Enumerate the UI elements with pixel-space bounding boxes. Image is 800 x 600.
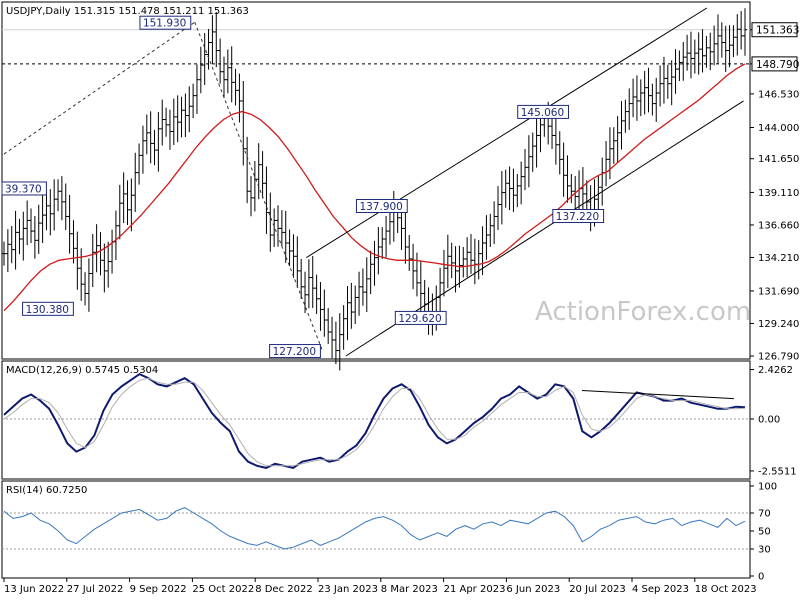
channel-line (306, 7, 708, 259)
rsi-line (3, 507, 746, 550)
price-panel-header: USDJPY,Daily 151.315 151.478 151.211 151… (6, 6, 249, 17)
annotation-label: 39.370 (5, 183, 42, 195)
level-label: 148.790 (756, 59, 799, 71)
rsi-panel-frame (1, 480, 751, 579)
macd-trendline (581, 389, 734, 400)
macd-tick-label: 0.00 (758, 414, 780, 425)
annotation-box (139, 15, 192, 30)
annotation-label: 127.200 (273, 346, 316, 358)
macd-tick-label: 2.4262 (758, 365, 793, 376)
macd-panel-frame (1, 360, 751, 480)
trendline (194, 22, 323, 351)
annotation-label: 137.900 (359, 201, 402, 213)
price-tick-label: 129.240 (758, 319, 799, 330)
macd-signal-line (3, 377, 746, 467)
annotation-box (552, 209, 605, 224)
x-tick-label: 20 Jul 2023 (569, 584, 626, 595)
price-panel-frame (1, 1, 751, 360)
annotation-box (1, 181, 47, 196)
macd-line (3, 372, 746, 469)
annotation-box (22, 301, 74, 316)
rsi-tick-label: 50 (758, 527, 771, 538)
macd-panel: 2.4262 0.00 -2.5511 (2, 365, 797, 477)
x-tick-label: 25 Oct 2022 (192, 584, 254, 595)
current-price-box (751, 22, 798, 38)
price-tick-label: 141.650 (758, 154, 799, 165)
annotation-box (269, 344, 321, 359)
annotation-box (355, 198, 408, 213)
price-tick-label: 126.790 (758, 352, 799, 363)
x-tick-label: 8 Mar 2023 (381, 584, 438, 595)
rsi-panel: 100 70 50 30 0 (2, 482, 777, 583)
annotation-box (394, 310, 447, 325)
rsi-tick-label: 100 (758, 482, 777, 493)
rsi-tick-label: 0 (758, 572, 764, 583)
annotation-label: 137.220 (556, 211, 599, 223)
price-panel: 146.530 144.000 141.650 139.110 136.660 134.2… (1, 7, 799, 371)
rsi-panel-header: RSI(14) 60.7250 (6, 485, 87, 496)
price-tick-label: 131.690 (758, 286, 799, 297)
x-tick-label: 23 Jan 2023 (318, 584, 378, 595)
price-tick-label: 134.210 (758, 253, 799, 264)
x-tick-label: 8 Dec 2022 (255, 584, 313, 595)
annotation-label: 151.930 (143, 18, 186, 30)
watermark: ActionForex.com (535, 297, 751, 327)
current-price-label: 151.363 (756, 25, 799, 37)
x-tick-label: 9 Sep 2022 (130, 584, 187, 595)
price-tick-label: 139.110 (758, 188, 799, 199)
annotation-box (517, 104, 570, 119)
price-tick-label: 146.530 (758, 89, 799, 100)
x-axis: 13 Jun 2022 27 Jul 2022 9 Sep 2022 25 Oct 2… (3, 578, 757, 595)
macd-panel-header: MACD(12,26,9) 0.5745 0.5304 (6, 365, 158, 376)
price-tick-label: 144.000 (758, 123, 799, 134)
rsi-tick-label: 30 (758, 545, 771, 556)
x-tick-label: 21 Apr 2023 (444, 584, 506, 595)
macd-tick-label: -2.5511 (758, 466, 797, 477)
rsi-tick-label: 70 (758, 509, 771, 520)
trendline (3, 21, 196, 155)
price-tick-label: 136.660 (758, 220, 799, 231)
x-tick-label: 13 Jun 2022 (4, 584, 64, 595)
level-box (751, 56, 798, 72)
x-tick-label: 4 Sep 2023 (632, 584, 689, 595)
x-tick-label: 27 Jul 2022 (67, 584, 124, 595)
annotation-label: 145.060 (521, 107, 564, 119)
x-tick-label: 18 Oct 2023 (695, 584, 757, 595)
moving-average-line (3, 63, 746, 312)
annotation-label: 129.620 (398, 313, 441, 325)
x-tick-label: 6 Jun 2023 (506, 584, 560, 595)
annotation-label: 130.380 (26, 304, 69, 316)
